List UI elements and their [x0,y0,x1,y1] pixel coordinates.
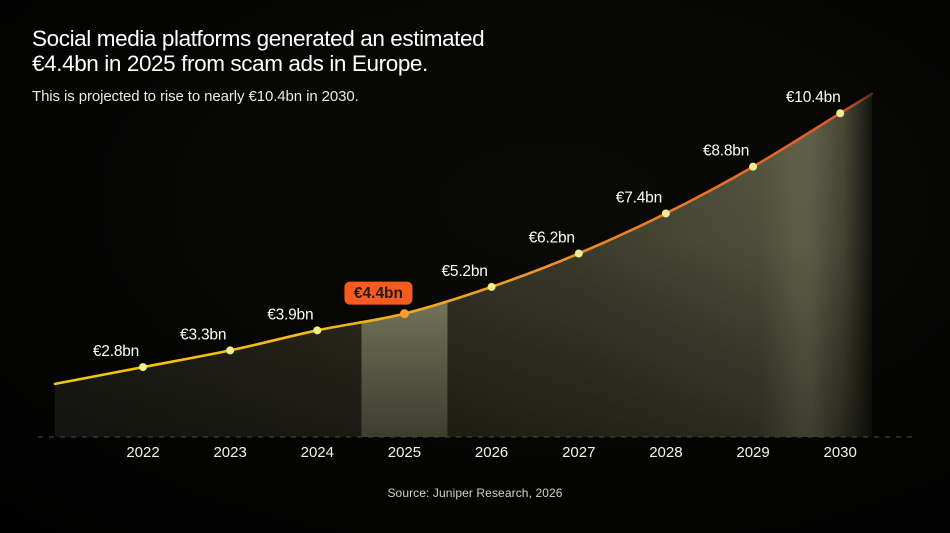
point-value-label: €10.4bn [786,89,841,106]
data-point-highlight [399,309,409,319]
data-point [661,209,670,218]
source-credit: Source: Juniper Research, 2026 [387,486,563,500]
point-value-label: €6.2bn [529,230,575,247]
chart-header: Social media platforms generated an esti… [32,26,485,105]
point-value-label: €8.8bn [703,143,749,160]
data-point [487,282,496,291]
year-tick-label: 2025 [388,444,421,461]
year-tick-label: 2028 [649,444,682,461]
year-tick-label: 2026 [475,444,508,461]
point-value-label: €2.8bn [93,343,139,360]
chart-title: Social media platforms generated an esti… [32,26,485,76]
data-point [313,326,322,335]
year-tick-label: 2022 [126,444,159,461]
data-point [139,363,147,372]
data-point [749,162,758,171]
highlight-value-badge: €4.4bn [344,281,413,305]
data-point [836,109,845,118]
year-tick-label: 2027 [562,444,595,461]
area-right-fade [790,93,872,437]
badge-value-label: €4.4bn [354,285,403,302]
point-value-label: €5.2bn [441,263,487,280]
chart-title-line2: €4.4bn in 2025 from scam ads in Europe. [32,51,428,76]
data-point [574,249,583,258]
year-tick-label: 2029 [736,444,769,461]
point-value-label: €3.3bn [180,326,226,343]
year-tick-label: 2030 [824,444,857,461]
year-tick-label: 2023 [213,444,246,461]
year-tick-label: 2024 [301,444,334,461]
chart-subtitle: This is projected to rise to nearly €10.… [32,88,359,105]
point-value-label: €7.4bn [616,189,662,206]
data-point [226,346,235,355]
badge-background [344,281,413,305]
point-value-label: €3.9bn [267,306,313,323]
chart-title-line1: Social media platforms generated an esti… [32,26,485,51]
